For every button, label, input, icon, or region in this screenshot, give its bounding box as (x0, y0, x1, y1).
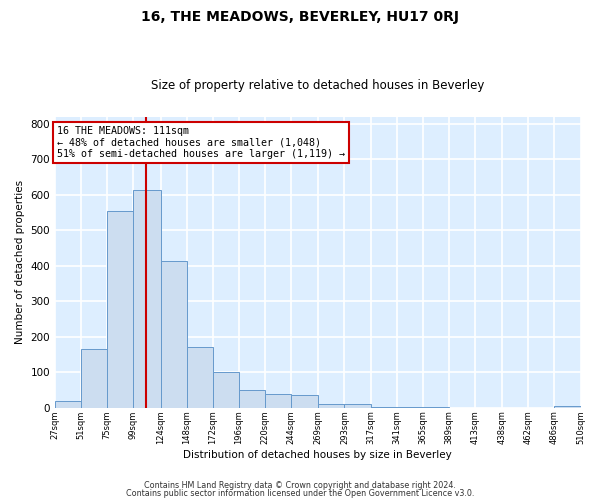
Bar (187, 348, 213, 408)
Bar (81, 349, 107, 408)
Bar (239, 390, 265, 408)
Bar (371, 407, 397, 408)
Bar (344, 404, 371, 408)
Bar (161, 260, 187, 408)
Bar (213, 372, 239, 408)
Bar (319, 404, 344, 408)
X-axis label: Distribution of detached houses by size in Beverley: Distribution of detached houses by size … (184, 450, 452, 460)
Text: 16 THE MEADOWS: 111sqm
← 48% of detached houses are smaller (1,048)
51% of semi-: 16 THE MEADOWS: 111sqm ← 48% of detached… (57, 126, 345, 159)
Bar (397, 407, 423, 408)
Bar (133, 190, 161, 408)
Bar (265, 394, 291, 408)
Text: Contains public sector information licensed under the Open Government Licence v3: Contains public sector information licen… (126, 488, 474, 498)
Bar (55, 400, 81, 408)
Bar (554, 406, 581, 408)
Y-axis label: Number of detached properties: Number of detached properties (15, 180, 25, 344)
Title: Size of property relative to detached houses in Beverley: Size of property relative to detached ho… (151, 79, 484, 92)
Bar (291, 396, 319, 408)
Text: Contains HM Land Registry data © Crown copyright and database right 2024.: Contains HM Land Registry data © Crown c… (144, 481, 456, 490)
Bar (107, 211, 133, 408)
Bar (423, 407, 449, 408)
Text: 16, THE MEADOWS, BEVERLEY, HU17 0RJ: 16, THE MEADOWS, BEVERLEY, HU17 0RJ (141, 10, 459, 24)
